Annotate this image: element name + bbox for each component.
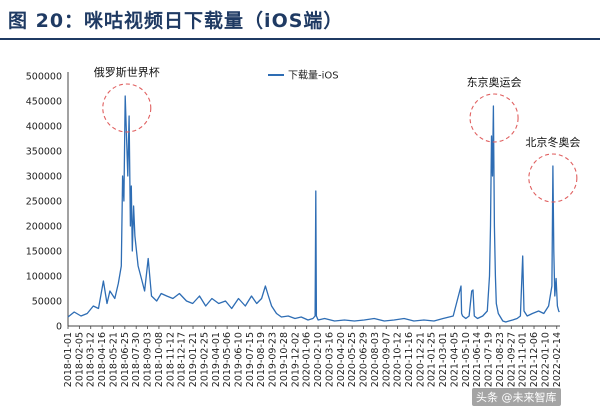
x-tick-label: 2019-10-28 — [279, 332, 290, 387]
x-tick-label: 2018-09-03 — [143, 332, 154, 387]
x-tick-label: 2021-06-14 — [472, 332, 483, 387]
y-tick-label: 250000 — [26, 197, 62, 208]
figure-title: 图 20：咪咕视频日下载量（iOS端） — [8, 10, 344, 32]
x-tick-label: 2019-06-10 — [233, 332, 244, 387]
x-tick-label: 2022-02-14 — [552, 332, 563, 387]
y-tick-label: 200000 — [26, 222, 62, 233]
x-tick-label: 2021-04-05 — [449, 332, 460, 387]
event-annotation-label: 东京奥运会 — [467, 75, 522, 89]
x-tick-label: 2020-02-10 — [313, 332, 324, 387]
x-tick-label: 2020-01-06 — [302, 332, 313, 387]
x-tick-label: 2020-10-12 — [393, 332, 404, 387]
y-tick-label: 450000 — [26, 97, 62, 108]
event-annotation-label: 俄罗斯世界杯 — [94, 65, 160, 79]
x-tick-label: 2021-11-01 — [518, 332, 529, 387]
x-axis-ticks: 2018-01-01 2018-02-05 2018-03-12 2018-04-16… — [63, 326, 563, 387]
y-tick-label: 100000 — [26, 272, 62, 283]
chart-series — [67, 95, 560, 323]
x-tick-label: 2019-02-25 — [199, 332, 210, 387]
x-tick-label: 2020-11-16 — [404, 332, 415, 387]
x-tick-label: 2021-05-10 — [461, 332, 472, 387]
x-tick-label: 2021-01-25 — [427, 332, 438, 387]
x-tick-label: 2021-12-06 — [529, 332, 540, 387]
legend-label: 下载量-iOS — [288, 70, 339, 82]
event-highlight-circle — [469, 93, 519, 143]
event-highlight-circle — [528, 153, 578, 203]
x-tick-label: 2020-09-07 — [381, 332, 392, 387]
y-tick-label: 300000 — [26, 172, 62, 183]
x-tick-label: 2020-03-16 — [324, 332, 335, 387]
x-tick-label: 2020-12-21 — [415, 332, 426, 387]
x-tick-label: 2019-07-15 — [245, 332, 256, 387]
y-tick-label: 500000 — [26, 72, 62, 83]
x-tick-label: 2018-12-17 — [177, 332, 188, 387]
watermark: 头条 @未来智库 — [472, 388, 561, 406]
chart-axes — [67, 72, 560, 327]
chart-legend: 下载量-iOS — [268, 70, 339, 82]
x-tick-label: 2018-02-05 — [74, 332, 85, 387]
y-tick-label: 350000 — [26, 147, 62, 158]
event-highlight-circle — [102, 83, 152, 133]
series-line-ios-downloads — [67, 95, 560, 323]
x-tick-label: 2019-08-19 — [256, 332, 267, 387]
x-tick-label: 2020-06-29 — [359, 332, 370, 387]
x-tick-label: 2019-04-01 — [211, 332, 222, 387]
x-tick-label: 2019-12-02 — [290, 332, 301, 387]
x-tick-label: 2018-03-12 — [86, 332, 97, 387]
x-tick-label: 2018-11-12 — [165, 332, 176, 387]
y-tick-label: 150000 — [26, 247, 62, 258]
event-annotation-label: 北京冬奥会 — [525, 135, 580, 149]
x-tick-label: 2018-05-21 — [108, 332, 119, 387]
y-tick-label: 400000 — [26, 122, 62, 133]
x-tick-label: 2020-05-25 — [347, 332, 358, 387]
x-tick-label: 2019-01-21 — [188, 332, 199, 387]
x-tick-label: 2018-01-01 — [63, 332, 74, 387]
x-tick-label: 2020-08-03 — [370, 332, 381, 387]
download-line-chart: 0 50000 100000 150000 200000 250000 300000 3500… — [26, 65, 581, 387]
y-axis-ticks: 0 50000 100000 150000 200000 250000 300000 3500… — [26, 72, 62, 333]
title-divider — [0, 38, 600, 40]
x-tick-label: 2021-08-23 — [495, 332, 506, 387]
x-tick-label: 2018-10-08 — [154, 332, 165, 387]
y-tick-label: 0 — [56, 322, 62, 333]
x-tick-label: 2021-03-01 — [438, 332, 449, 387]
x-tick-label: 2019-09-23 — [268, 332, 279, 387]
x-tick-label: 2019-05-06 — [222, 332, 233, 387]
y-tick-label: 50000 — [32, 297, 62, 308]
x-tick-label: 2022-01-10 — [540, 332, 551, 387]
x-tick-label: 2018-04-16 — [97, 332, 108, 387]
x-tick-label: 2021-09-27 — [506, 332, 517, 387]
x-tick-label: 2021-07-19 — [484, 332, 495, 387]
x-tick-label: 2020-04-20 — [336, 332, 347, 387]
x-tick-label: 2018-06-25 — [120, 332, 131, 387]
x-tick-label: 2018-07-30 — [131, 332, 142, 387]
